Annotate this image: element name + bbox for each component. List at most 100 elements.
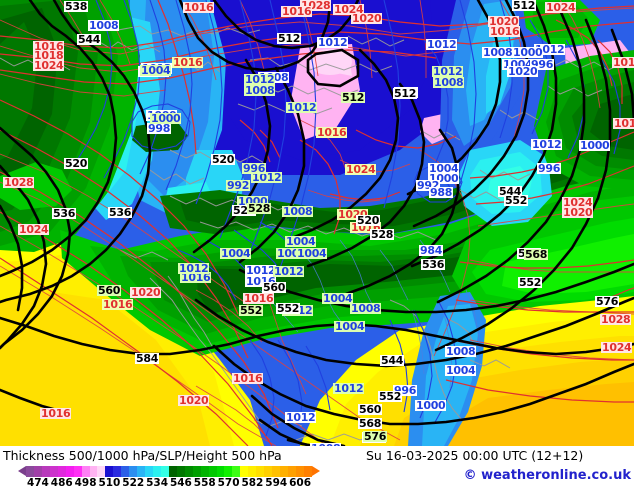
colorbar-swatch	[280, 466, 288, 477]
slp-label: 1024	[545, 1, 577, 14]
height500-label: 568	[358, 417, 383, 430]
colorbar-swatch	[41, 466, 50, 477]
colorbar-tick-labels: 474 486 498 510 522 534 546 558 570 582 594 606	[18, 477, 320, 489]
slp-label: 1020	[337, 208, 369, 221]
colorbar-swatches	[18, 466, 320, 477]
colorbar-swatch	[105, 466, 114, 477]
map-canvas[interactable]: 1016 1028 1024 1020 1016 1024 1020 1016 1016 1018…	[0, 0, 634, 446]
height500-label: 544	[498, 185, 523, 198]
colorbar-swatch	[184, 466, 193, 477]
colorbar-tick: 498	[74, 477, 97, 489]
slp-label: 1016	[102, 298, 134, 311]
map-footer: Thickness 500/1000 hPa/SLP/Height 500 hP…	[0, 446, 634, 490]
colorbar-swatch	[248, 466, 257, 477]
slp-label: 1016	[350, 221, 382, 234]
colorbar-swatch	[49, 466, 58, 477]
slp-label: 1016	[183, 1, 215, 14]
slp-label: 1028	[3, 176, 35, 189]
slp-label: 1024	[18, 223, 50, 236]
mslp-label: 1012	[426, 38, 458, 51]
mslp-label: 1008	[244, 84, 276, 97]
mslp-label: 1012	[286, 101, 318, 114]
mslp-label: 1008	[88, 19, 120, 32]
colorbar-tick: 582	[241, 477, 264, 489]
slp-label: 1018	[33, 49, 65, 62]
mslp-label: 1012	[178, 262, 210, 275]
colorbar-tick: 606	[289, 477, 312, 489]
height500-label: 560	[262, 281, 287, 294]
colorbar-swatch	[295, 466, 304, 477]
mslp-label: 1012	[285, 411, 317, 424]
slp-label: 1020	[178, 394, 210, 407]
slp-label: 1016	[489, 25, 521, 38]
mslp-label: 1008	[276, 247, 308, 260]
colorbar-swatch	[287, 466, 296, 477]
height500-label: 552	[378, 390, 403, 403]
slp-label: 1016	[281, 5, 313, 18]
mslp-label: 996	[537, 162, 562, 175]
colorbar-swatch	[192, 466, 201, 477]
mslp-label: 1012	[317, 36, 349, 49]
height500-label: 544	[380, 354, 405, 367]
slp-label: 1024	[601, 341, 633, 354]
mslp-label: 1000	[428, 172, 460, 185]
mslp-label: 1004	[502, 58, 534, 71]
slp-label: 1016	[243, 292, 275, 305]
height500-label: 520	[211, 153, 236, 166]
mslp-label: 996	[242, 162, 267, 175]
slp-label: 1016	[33, 40, 65, 53]
slp-label: 1028	[600, 313, 632, 326]
colorbar-tick: 534	[146, 477, 169, 489]
height500-label: 544	[77, 33, 102, 46]
height500-label: 528	[370, 228, 395, 241]
colorbar-swatch	[303, 466, 312, 477]
colorbar-swatch	[145, 466, 153, 477]
slp-label: 1016	[172, 56, 204, 69]
slp-label: 1020	[562, 206, 594, 219]
colorbar-tick: 510	[98, 477, 121, 489]
mslp-label: 984	[419, 244, 444, 257]
colorbar-swatch	[73, 466, 82, 477]
colorbar-swatch	[129, 466, 138, 477]
mslp-label: 992	[226, 179, 251, 192]
height500-label: 536	[421, 258, 446, 271]
map-valid-time: Su 16-03-2025 00:00 UTC (12+12)	[366, 448, 584, 463]
height500-label: 512	[277, 32, 302, 45]
height500-label: 552	[504, 194, 529, 207]
height500-label: 560	[358, 403, 383, 416]
mslp-label: 1004	[334, 320, 366, 333]
height500-label: 576	[363, 430, 388, 443]
colorbar-left-cap	[18, 466, 26, 476]
mslp-label: 1000	[150, 112, 182, 125]
mslp-label: 1016	[180, 271, 212, 284]
colorbar-tick: 546	[169, 477, 192, 489]
mslp-label: 1004	[445, 364, 477, 377]
mslp-label: 1000	[512, 46, 544, 59]
mslp-label: 1000	[579, 139, 611, 152]
mslp-label: 1000	[415, 399, 447, 412]
colorbar-tick: 570	[217, 477, 240, 489]
mslp-label: 1008	[350, 302, 382, 315]
slp-label: 1028	[300, 0, 332, 12]
slp-label: 1016	[316, 126, 348, 139]
colorbar-swatch	[33, 466, 42, 477]
height500-label: 568	[524, 248, 549, 261]
slp-label: 1020	[488, 15, 520, 28]
colorbar-swatch	[232, 466, 241, 477]
mslp-label: 1008	[445, 345, 477, 358]
mslp-label: 1012	[273, 265, 305, 278]
mslp-label: 996	[530, 58, 555, 71]
colorbar-swatch	[272, 466, 280, 477]
slp-label: 1016	[613, 118, 634, 129]
mslp-label: 1004	[322, 292, 354, 305]
mslp-label: 1012	[432, 65, 464, 78]
slp-label: 1024	[562, 196, 594, 209]
colorbar-tick: 486	[50, 477, 73, 489]
colorbar-tick: 594	[265, 477, 288, 489]
colorbar-right-cap	[311, 466, 320, 476]
mslp-label: 998	[147, 122, 172, 135]
colorbar-swatch	[137, 466, 146, 477]
slp-label: 1024	[333, 3, 365, 16]
mslp-label: 1012	[245, 264, 277, 277]
